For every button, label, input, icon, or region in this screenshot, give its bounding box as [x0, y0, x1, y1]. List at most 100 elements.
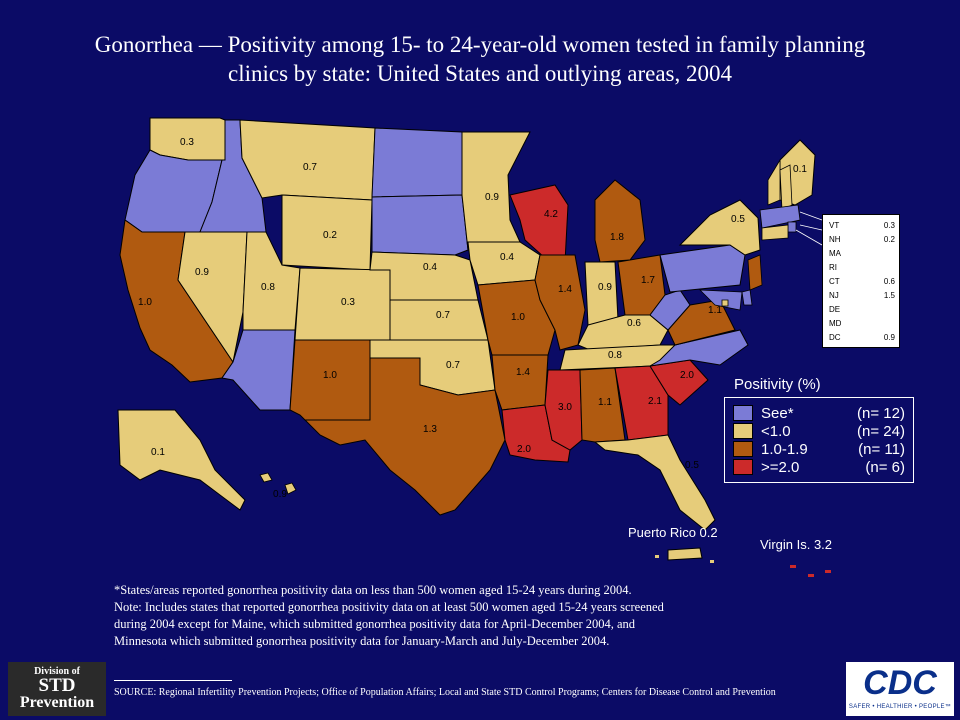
state-value-NV: 0.9: [195, 267, 209, 278]
state-value-KY: 0.6: [627, 318, 641, 329]
inset-abbr: CT: [829, 277, 840, 286]
puerto-rico-shape: [667, 547, 703, 561]
state-value-WA: 0.3: [180, 137, 194, 148]
legend-label: >=2.0: [761, 458, 800, 476]
inset-row-NJ: NJ 1.5: [829, 289, 895, 303]
inset-value: 1.5: [883, 291, 895, 300]
legend-item: 1.0-1.9 (n= 11): [733, 440, 905, 458]
legend-label: 1.0-1.9: [761, 440, 808, 458]
inset-value: 0.9: [883, 333, 895, 342]
state-value-CA: 1.0: [138, 297, 152, 308]
state-MD: [698, 289, 743, 311]
std-division-logo: Division of STD Prevention: [8, 662, 106, 716]
inset-row-VT: VT 0.3: [829, 219, 895, 233]
state-FL: [593, 434, 716, 531]
state-WV: [649, 289, 691, 331]
vi-islet-4: [825, 570, 831, 573]
state-value-UT: 0.8: [261, 282, 275, 293]
inset-row-NH: NH 0.2: [829, 233, 895, 247]
state-value-MO: 1.0: [511, 312, 525, 323]
cdc-logo-tagline: SAFER • HEALTHIER • PEOPLE™: [848, 704, 952, 710]
legend-item: >=2.0 (n= 6): [733, 458, 905, 476]
state-value-MI: 1.8: [610, 232, 624, 243]
footnote: *States/areas reported gonorrhea positiv…: [114, 582, 914, 650]
state-CT: [761, 224, 789, 241]
state-value-TN: 0.8: [608, 350, 622, 361]
map-title-line1: Gonorrhea — Positivity among 15- to 24-y…: [94, 32, 866, 57]
state-SD: [371, 194, 469, 256]
state-NV: [177, 231, 248, 364]
state-value-WI: 4.2: [544, 209, 558, 220]
state-HI-island-1: [284, 482, 297, 495]
state-AK: [117, 409, 246, 511]
inset-abbr: MD: [829, 319, 842, 328]
inset-row-DC: DC 0.9: [829, 331, 895, 345]
state-value-FL: 0.5: [685, 460, 699, 471]
state-value-AK: 0.1: [151, 447, 165, 458]
inset-connector-0: [799, 211, 823, 221]
state-value-GA: 2.1: [648, 396, 662, 407]
inset-row-DE: DE: [829, 303, 895, 317]
inset-abbr: DE: [829, 305, 841, 314]
legend-swatch: [733, 405, 753, 421]
state-AR: [491, 354, 549, 411]
state-value-IL: 1.4: [558, 284, 572, 295]
state-MN: [461, 131, 531, 251]
legend-count: (n= 11): [858, 440, 905, 458]
state-value-VA: 1.1: [708, 305, 722, 316]
inset-connector-1: [799, 224, 823, 231]
pr-islet-0: [655, 555, 659, 558]
inset-abbr: DC: [829, 333, 841, 342]
inset-abbr: VT: [829, 221, 840, 230]
state-value-SC: 2.0: [680, 370, 694, 381]
state-value-NE: 0.4: [423, 262, 437, 273]
state-value-IA: 0.4: [500, 252, 514, 263]
state-value-IN: 0.9: [598, 282, 612, 293]
state-KS: [389, 299, 489, 343]
vi-islet-3: [808, 574, 814, 577]
inset-row-RI: RI: [829, 261, 895, 275]
state-value-NM: 1.0: [323, 370, 337, 381]
cdc-logo-text: CDC: [863, 664, 937, 702]
inset-abbr: RI: [829, 263, 837, 272]
legend-title: Positivity (%): [734, 376, 821, 393]
small-states-table: VT 0.3 NH 0.2 MA RI CT 0.6 NJ 1.5 DE MD DC 0.9: [822, 214, 900, 348]
state-NC: [649, 329, 749, 367]
legend-item: See* (n= 12): [733, 404, 905, 422]
inset-row-MA: MA: [829, 247, 895, 261]
std-logo-line3: Prevention: [19, 694, 95, 711]
footnote-line4: Minnesota which submitted gonorrhea posi…: [114, 634, 610, 648]
state-MI: [594, 179, 646, 263]
state-ND: [371, 127, 463, 198]
source-divider: [114, 680, 232, 681]
legend-swatch: [733, 441, 753, 457]
state-value-KS: 0.7: [436, 310, 450, 321]
legend-count: (n= 24): [857, 422, 905, 440]
std-logo-line2: STD: [38, 675, 76, 696]
legend: Positivity (%) See* (n= 12) <1.0 (n= 24) 1.0…: [724, 376, 914, 483]
state-value-NY: 0.5: [731, 214, 745, 225]
inset-abbr: NH: [829, 235, 841, 244]
legend-swatch: [733, 423, 753, 439]
state-AZ: [221, 329, 296, 411]
state-value-MS: 3.0: [558, 402, 572, 413]
legend-label: See*: [761, 404, 794, 422]
footnote-line1: *States/areas reported gonorrhea positiv…: [114, 583, 632, 597]
source-note: SOURCE: Regional Infertility Prevention …: [114, 687, 776, 698]
inset-abbr: NJ: [829, 291, 839, 300]
state-MT: [239, 119, 376, 201]
state-DC: [721, 299, 729, 307]
vi-islet-2: [790, 565, 796, 568]
inset-abbr: MA: [829, 249, 841, 258]
state-value-AR: 1.4: [516, 367, 530, 378]
inset-value: 0.2: [883, 235, 895, 244]
inset-connector-2: [795, 229, 823, 246]
footnote-line3: during 2004 except for Maine, which subm…: [114, 617, 636, 631]
state-RI: [787, 221, 797, 233]
legend-box: See* (n= 12) <1.0 (n= 24) 1.0-1.9 (n= 11) >=2.…: [724, 397, 914, 483]
state-value-LA: 2.0: [517, 444, 531, 455]
map-title-line2: clinics by state: United States and outl…: [228, 61, 732, 86]
std-logo-line1: Division of: [34, 666, 80, 677]
pr-islet-1: [710, 560, 714, 563]
